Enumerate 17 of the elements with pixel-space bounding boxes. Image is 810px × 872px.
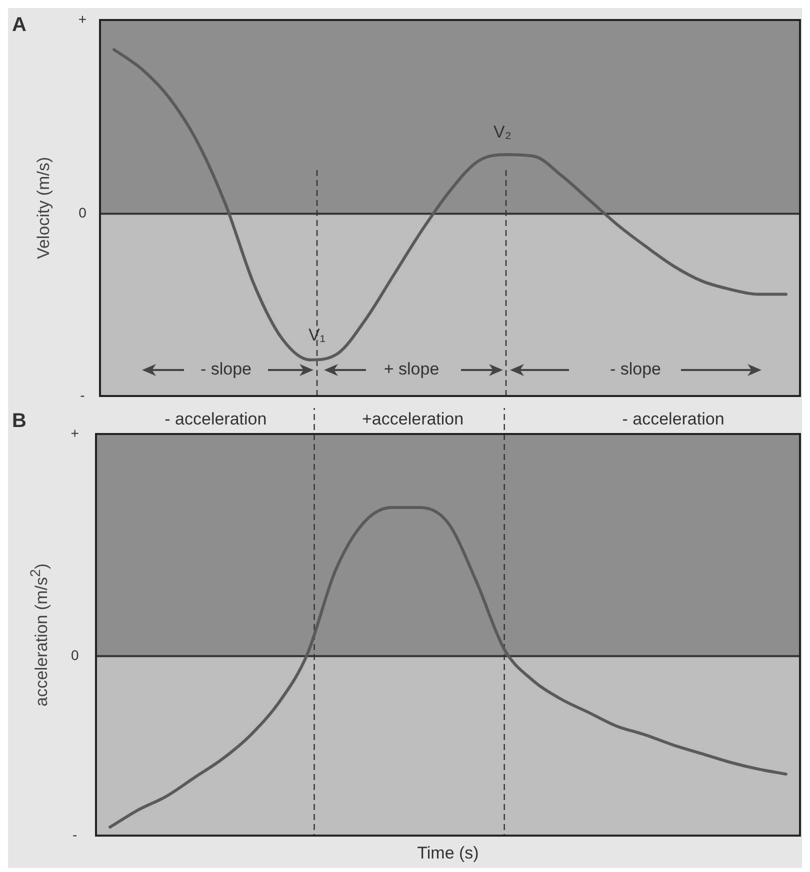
text: +acceleration — [362, 410, 464, 429]
text: + — [70, 424, 79, 441]
text: 0 — [78, 204, 87, 221]
annotation: + slope — [384, 359, 440, 378]
text: 0 — [70, 647, 79, 664]
chart-title: A — [12, 14, 26, 37]
text: - — [72, 826, 78, 842]
text: - acceleration — [622, 410, 724, 429]
chart-title: B — [12, 410, 26, 433]
annotation: - slope — [610, 359, 662, 378]
annotation: - slope — [200, 359, 252, 378]
text: - acceleration — [164, 410, 267, 429]
text: - — [80, 386, 86, 403]
text: + — [78, 10, 87, 27]
y-axis-title: Velocity (m/s) — [34, 156, 53, 260]
annotation: V₂ — [494, 122, 512, 142]
x-axis-title: Time (s) — [417, 843, 479, 862]
